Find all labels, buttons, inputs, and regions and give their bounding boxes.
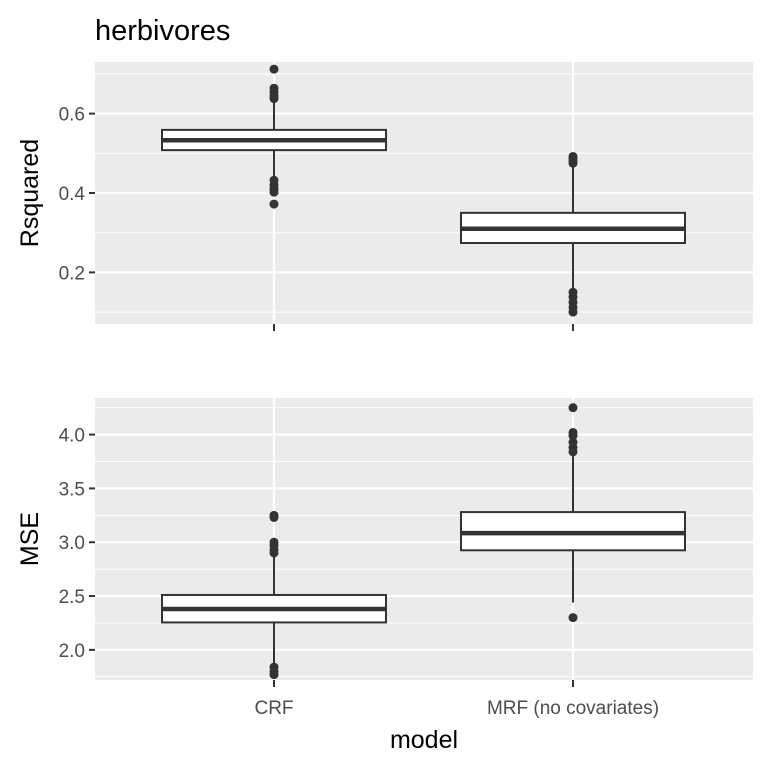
outlier-point <box>568 158 578 168</box>
y-tick-label: 2.5 <box>59 587 85 608</box>
y-axis-title: Rsquared <box>16 139 44 247</box>
outlier-point <box>568 403 578 413</box>
y-tick-label: 0.4 <box>59 184 86 205</box>
y-tick-label: 2.0 <box>59 641 85 662</box>
box-2 <box>460 403 686 623</box>
x-tick-label: MRF (no covariates) <box>487 698 659 719</box>
x-axis-title: model <box>390 726 458 754</box>
panel-1: 0.2 0.4 0.6 Rsquared <box>16 62 753 331</box>
outlier-point <box>269 187 279 197</box>
y-tick-label: 3.5 <box>59 479 85 500</box>
chart-title: herbivores <box>95 15 230 47</box>
y-axis-title: MSE <box>16 512 44 566</box>
outlier-point <box>568 613 578 623</box>
panels-layer: 0.2 0.4 0.6 Rsquared 2.0 2.5 3.0 3.5 4.0 MSE CRF MR… <box>16 62 753 719</box>
outlier-point <box>568 431 578 441</box>
outlier-point <box>269 548 279 558</box>
outlier-point <box>269 64 279 74</box>
outlier-point <box>269 199 279 209</box>
outlier-point <box>269 512 279 522</box>
outlier-point <box>568 447 578 457</box>
box-1 <box>161 64 387 209</box>
panel-2: 2.0 2.5 3.0 3.5 4.0 MSE CRF MRF (no covariates) <box>16 398 753 719</box>
box-1 <box>161 510 387 680</box>
outlier-point <box>269 94 279 104</box>
x-tick-label: CRF <box>254 698 293 719</box>
outlier-point <box>568 307 578 317</box>
y-tick-label: 0.2 <box>59 263 85 284</box>
y-tick-label: 4.0 <box>59 426 85 447</box>
box-2 <box>460 151 686 317</box>
y-tick-label: 3.0 <box>59 533 85 554</box>
outlier-point <box>269 670 279 680</box>
y-tick-label: 0.6 <box>59 105 85 126</box>
